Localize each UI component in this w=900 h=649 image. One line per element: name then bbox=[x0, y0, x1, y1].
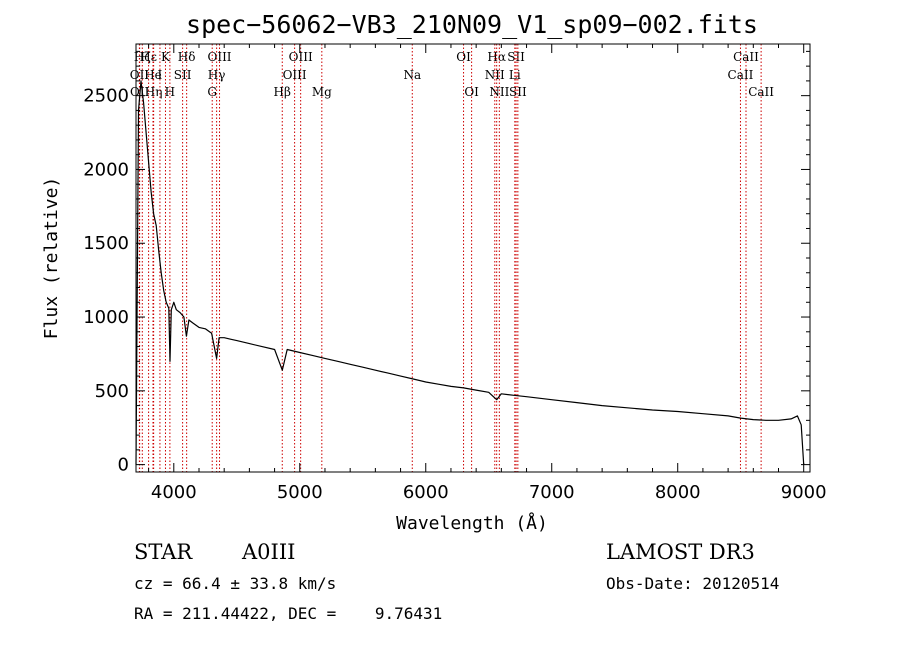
x-tick-label: 4000 bbox=[151, 482, 197, 503]
line-label-22: NII bbox=[485, 68, 505, 82]
line-label-13: G bbox=[207, 85, 217, 99]
x-tick-label: 5000 bbox=[277, 482, 323, 503]
line-label-6: K bbox=[161, 50, 171, 64]
series-layer bbox=[135, 80, 805, 465]
line-label-8: H bbox=[165, 85, 175, 99]
x-tick-label: 7000 bbox=[529, 482, 575, 503]
x-tick-label: 8000 bbox=[655, 482, 701, 503]
coordinates: RA = 211.44422, DEC = 9.76431 bbox=[134, 604, 443, 623]
line-label-15: OIII bbox=[289, 50, 313, 64]
line-label-7: I bbox=[158, 68, 163, 82]
y-tick-label: 2000 bbox=[83, 159, 129, 180]
x-tick-label: 9000 bbox=[781, 482, 827, 503]
line-label-28: CaII bbox=[728, 68, 754, 82]
y-tick-label: 0 bbox=[118, 455, 129, 476]
axis-ticks: 4000 5000 6000 7000 8000 9000 0 500 1000 1500 2000… bbox=[83, 44, 827, 503]
x-tick-label: 6000 bbox=[403, 482, 449, 503]
line-label-14: Hβ bbox=[274, 85, 291, 99]
line-label-5: Hη bbox=[145, 85, 163, 99]
survey-name: LAMOST DR3 bbox=[606, 540, 755, 564]
plot-frame bbox=[135, 43, 811, 473]
chart-title: spec−56062−VB3_210N09_V1_sp09−002.fits bbox=[186, 10, 758, 39]
line-label-26: SII bbox=[509, 85, 527, 99]
line-label-19: OI bbox=[456, 50, 471, 64]
line-label-11: OIII bbox=[207, 50, 231, 64]
x-axis-label: Wavelength (Å) bbox=[396, 512, 548, 534]
y-tick-label: 1000 bbox=[83, 307, 129, 328]
line-label-3: Hε bbox=[140, 50, 157, 64]
line-label-20: OI bbox=[464, 85, 479, 99]
y-tick-label: 1500 bbox=[83, 233, 129, 254]
line-label-17: Mg bbox=[312, 85, 332, 99]
y-tick-label: 2500 bbox=[83, 86, 129, 107]
object-type: STAR bbox=[134, 540, 193, 564]
redshift-cz: cz = 66.4 ± 33.8 km/s bbox=[134, 574, 337, 593]
line-label-21: Hα bbox=[487, 50, 506, 64]
y-axis-label: Flux (relative) bbox=[41, 177, 62, 340]
obs-date: Obs-Date: 20120514 bbox=[606, 574, 780, 593]
line-label-4: He bbox=[144, 68, 162, 82]
line-label-1: OII bbox=[130, 68, 150, 82]
y-tick-label: 500 bbox=[95, 381, 129, 402]
line-label-25: Li bbox=[509, 68, 521, 82]
line-label-9: Hδ bbox=[178, 50, 196, 64]
line-label-10: SII bbox=[174, 68, 192, 82]
line-label-24: SII bbox=[507, 50, 525, 64]
line-label-23: NII bbox=[489, 85, 509, 99]
line-label-29: CaII bbox=[748, 85, 774, 99]
line-label-18: Na bbox=[403, 68, 421, 82]
line-label-0: Hζ bbox=[134, 50, 151, 64]
series-line-flux bbox=[135, 80, 805, 465]
line-label-16: OIII bbox=[283, 68, 307, 82]
line-label-12: Hγ bbox=[208, 68, 226, 82]
spectral-class: A0III bbox=[242, 540, 296, 564]
line-label-27: CaII bbox=[733, 50, 759, 64]
